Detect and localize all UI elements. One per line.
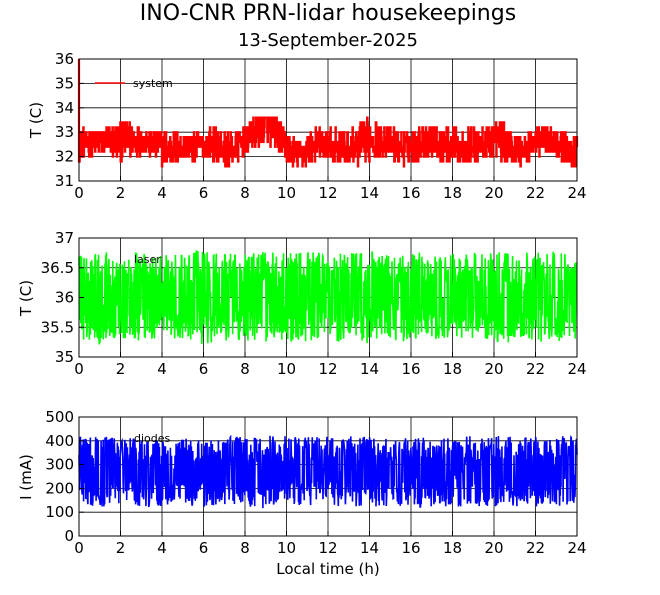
x-tick-label: 24: [567, 184, 586, 202]
x-tick-label: 4: [157, 360, 167, 378]
x-tick-label: 4: [157, 184, 167, 202]
x-tick-label: 2: [116, 539, 126, 557]
x-tick-label: 2: [116, 184, 126, 202]
y-axis-label: T (C): [27, 102, 45, 139]
x-tick-label: 16: [401, 184, 420, 202]
x-tick-label: 6: [199, 360, 209, 378]
x-tick-label: 0: [74, 539, 84, 557]
x-axis-label: Local time (h): [276, 560, 380, 578]
legend-label-system: system: [133, 77, 173, 90]
y-tick-label: 37: [55, 229, 74, 247]
x-tick-label: 22: [526, 360, 545, 378]
y-axis-label: I (mA): [17, 454, 35, 500]
x-tick-label: 22: [526, 539, 545, 557]
y-tick-label: 34: [55, 99, 74, 117]
x-tick-label: 22: [526, 184, 545, 202]
x-tick-label: 18: [443, 360, 462, 378]
y-axis-label: T (C): [17, 280, 35, 317]
x-tick-label: 16: [401, 539, 420, 557]
legend-label-laser: laser: [134, 253, 161, 266]
y-tick-label: 100: [45, 503, 74, 521]
x-tick-label: 18: [443, 539, 462, 557]
x-tick-label: 12: [318, 184, 337, 202]
y-tick-label: 400: [45, 432, 74, 450]
x-tick-label: 0: [74, 184, 84, 202]
x-tick-label: 12: [318, 360, 337, 378]
x-tick-label: 10: [277, 360, 296, 378]
x-tick-label: 14: [360, 360, 379, 378]
y-tick-label: 33: [55, 123, 74, 141]
x-tick-label: 12: [318, 539, 337, 557]
y-tick-label: 0: [64, 527, 74, 545]
y-tick-label: 35.5: [41, 318, 74, 336]
x-tick-label: 8: [240, 360, 250, 378]
y-tick-label: 36: [55, 289, 74, 307]
series-line-system: [77, 59, 579, 168]
x-tick-label: 14: [360, 539, 379, 557]
y-tick-label: 35: [55, 74, 74, 92]
x-tick-label: 18: [443, 184, 462, 202]
x-tick-label: 24: [567, 539, 586, 557]
y-tick-label: 31: [55, 172, 74, 190]
y-tick-label: 36: [55, 50, 74, 68]
x-tick-label: 6: [199, 539, 209, 557]
series-line-laser: [78, 250, 578, 345]
y-tick-label: 500: [45, 408, 74, 426]
figure-subtitle: 13-September-2025: [238, 30, 418, 51]
y-tick-label: 36.5: [41, 259, 74, 277]
y-tick-label: 32: [55, 148, 74, 166]
legend-label-diodes: diodes: [134, 432, 171, 445]
x-tick-label: 20: [484, 539, 503, 557]
x-tick-label: 4: [157, 539, 167, 557]
figure-title: INO-CNR PRN-lidar housekeepings: [140, 1, 516, 26]
series-line-diodes: [78, 434, 578, 509]
x-tick-label: 10: [277, 184, 296, 202]
y-tick-label: 35: [55, 348, 74, 366]
x-tick-label: 2: [116, 360, 126, 378]
x-tick-label: 10: [277, 539, 296, 557]
x-tick-label: 6: [199, 184, 209, 202]
x-tick-label: 20: [484, 184, 503, 202]
x-tick-label: 0: [74, 360, 84, 378]
y-tick-label: 300: [45, 456, 74, 474]
x-tick-label: 8: [240, 539, 250, 557]
x-tick-label: 8: [240, 184, 250, 202]
x-tick-label: 14: [360, 184, 379, 202]
x-tick-label: 16: [401, 360, 420, 378]
y-tick-label: 200: [45, 479, 74, 497]
x-tick-label: 24: [567, 360, 586, 378]
x-tick-label: 20: [484, 360, 503, 378]
